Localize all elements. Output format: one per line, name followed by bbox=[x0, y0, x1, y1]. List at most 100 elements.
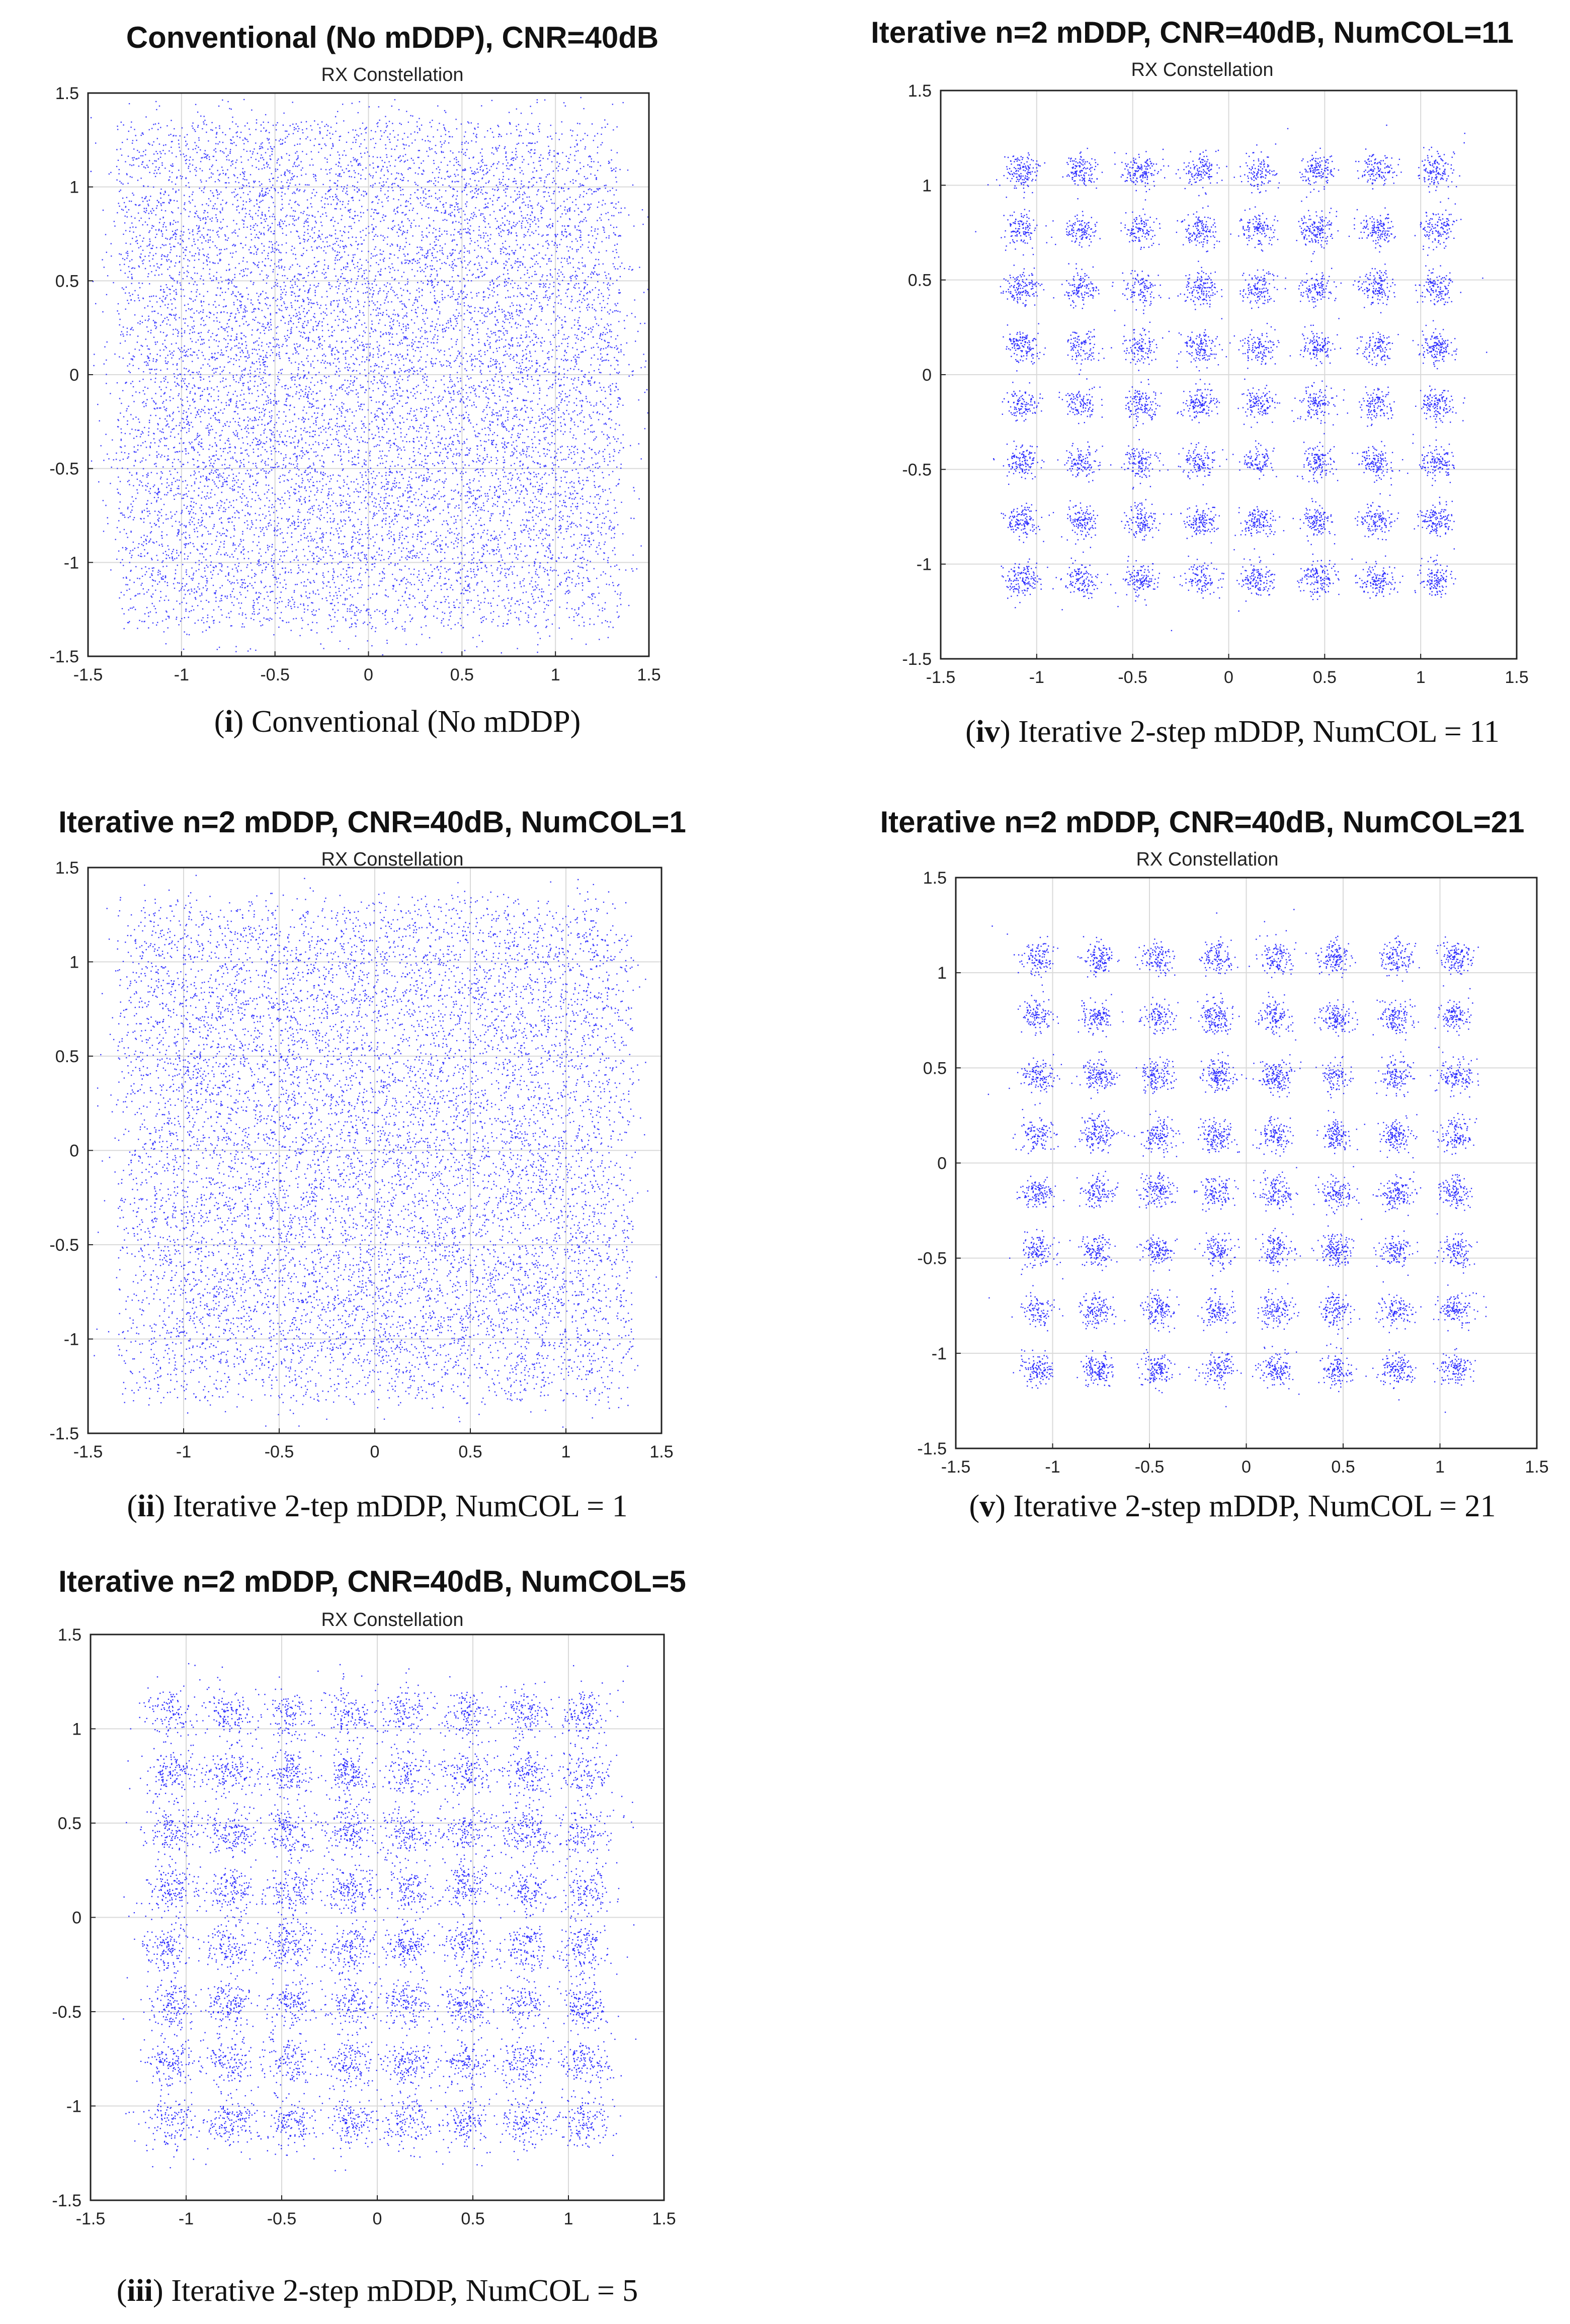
x-tick-label-iii-1: -1 bbox=[179, 2209, 194, 2228]
x-tick-label-ii-3: 0 bbox=[370, 1442, 380, 1461]
chart-subtitle-v: RX Constellation bbox=[1136, 849, 1279, 870]
chart-title-iv: Iterative n=2 mDDP, CNR=40dB, NumCOL=11 bbox=[871, 16, 1514, 49]
caption-i: (i) Conventional (No mDDP) bbox=[214, 705, 581, 739]
x-tick-label-v-2: -0.5 bbox=[1135, 1457, 1165, 1477]
x-tick-label-iv-4: 0.5 bbox=[1313, 668, 1337, 687]
y-tick-label-iii-1: 1 bbox=[72, 1720, 81, 1739]
y-tick-label-iii-5: -1 bbox=[66, 2097, 81, 2116]
chart-panel-v: Iterative n=2 mDDP, CNR=40dB, NumCOL=21 … bbox=[815, 785, 1569, 1549]
scatter-chart-i: -1.5 -1 -0.5 0 0.5 1 1.5 1.5 1 0.5 0 -0.5 -1 -1.5 bbox=[49, 84, 660, 684]
x-tick-label-i-3: 0 bbox=[364, 665, 373, 684]
scatter-points-iv bbox=[975, 124, 1488, 632]
y-tick-label-ii-6: -1.5 bbox=[49, 1424, 79, 1443]
x-tick-label-ii-4: 0.5 bbox=[458, 1442, 482, 1461]
y-tick-label-v-1: 1 bbox=[937, 964, 947, 983]
x-tick-label-ii-0: -1.5 bbox=[73, 1442, 103, 1461]
chart-panel-i: Conventional (No mDDP), CNR=40dB RX Cons… bbox=[0, 0, 755, 764]
y-tick-label-i-6: -1.5 bbox=[49, 647, 79, 666]
caption-ii: (ii) Iterative 2-tep mDDP, NumCOL = 1 bbox=[127, 1489, 628, 1523]
x-tick-label-iv-0: -1.5 bbox=[926, 668, 956, 687]
scatter-chart-ii: -1.5 -1 -0.5 0 0.5 1 1.5 1.5 1 0.5 0 -0.5 -1 -1.5 bbox=[49, 858, 673, 1461]
x-tick-label-iii-0: -1.5 bbox=[76, 2209, 106, 2228]
x-tick-label-ii-6: 1.5 bbox=[649, 1442, 673, 1461]
x-tick-label-v-4: 0.5 bbox=[1331, 1457, 1355, 1477]
x-tick-label-i-6: 1.5 bbox=[637, 665, 660, 684]
caption-text-v: Iterative 2-step mDDP, NumCOL = 21 bbox=[1013, 1489, 1496, 1523]
chart-title-iii: Iterative n=2 mDDP, CNR=40dB, NumCOL=5 bbox=[58, 1565, 686, 1598]
y-tick-label-iii-6: -1.5 bbox=[52, 2191, 81, 2210]
y-tick-label-i-3: 0 bbox=[69, 366, 79, 385]
caption-text-i: Conventional (No mDDP) bbox=[251, 705, 581, 739]
y-tick-label-v-5: -1 bbox=[932, 1344, 947, 1363]
y-tick-label-iii-2: 0.5 bbox=[58, 1814, 81, 1833]
chart-subtitle-iv: RX Constellation bbox=[1131, 59, 1274, 80]
caption-tag-i: i bbox=[224, 705, 233, 739]
y-tick-label-i-4: -0.5 bbox=[49, 460, 79, 479]
caption-tag-v: v bbox=[979, 1489, 996, 1523]
chart-title-v: Iterative n=2 mDDP, CNR=40dB, NumCOL=21 bbox=[880, 805, 1525, 839]
x-tick-label-v-0: -1.5 bbox=[941, 1457, 971, 1477]
x-tick-label-iii-3: 0 bbox=[373, 2209, 382, 2228]
y-tick-label-v-4: -0.5 bbox=[917, 1249, 947, 1268]
caption-text-ii: Iterative 2-tep mDDP, NumCOL = 1 bbox=[173, 1489, 628, 1523]
y-tick-label-ii-0: 1.5 bbox=[55, 858, 79, 878]
y-tick-label-iv-1: 1 bbox=[922, 176, 932, 195]
caption-v: (v) Iterative 2-step mDDP, NumCOL = 21 bbox=[969, 1489, 1496, 1523]
y-tick-label-iv-2: 0.5 bbox=[908, 271, 932, 290]
scatter-chart-iv: -1.5 -1 -0.5 0 0.5 1 1.5 1.5 1 0.5 0 -0.5 -1 -1.5 bbox=[902, 81, 1528, 687]
y-tick-label-iii-3: 0 bbox=[72, 1909, 81, 1928]
y-tick-label-iii-0: 1.5 bbox=[58, 1625, 81, 1645]
caption-tag-ii: ii bbox=[137, 1489, 155, 1523]
y-tick-label-ii-2: 0.5 bbox=[55, 1047, 79, 1066]
y-tick-label-i-1: 1 bbox=[69, 178, 79, 197]
scatter-points-ii bbox=[94, 875, 657, 1428]
scatter-chart-iii: -1.5 -1 -0.5 0 0.5 1 1.5 1.5 1 0.5 0 -0.5 -1 -1.5 bbox=[52, 1625, 676, 2228]
chart-subtitle-i: RX Constellation bbox=[321, 64, 464, 85]
x-tick-label-iv-2: -0.5 bbox=[1118, 668, 1147, 687]
y-tick-label-v-2: 0.5 bbox=[923, 1059, 947, 1078]
caption-text-iii: Iterative 2-step mDDP, NumCOL = 5 bbox=[171, 2274, 638, 2308]
y-tick-label-iv-6: -1.5 bbox=[902, 650, 932, 669]
x-tick-label-iii-4: 0.5 bbox=[461, 2209, 484, 2228]
x-tick-label-i-5: 1 bbox=[551, 665, 560, 684]
chart-title-i: Conventional (No mDDP), CNR=40dB bbox=[126, 21, 659, 54]
y-tick-label-i-2: 0.5 bbox=[55, 272, 79, 291]
caption-iv: (iv) Iterative 2-step mDDP, NumCOL = 11 bbox=[965, 715, 1500, 749]
x-tick-label-iv-1: -1 bbox=[1029, 668, 1044, 687]
y-tick-label-ii-4: -0.5 bbox=[49, 1236, 79, 1255]
y-tick-label-v-0: 1.5 bbox=[923, 869, 947, 888]
chart-title-ii: Iterative n=2 mDDP, CNR=40dB, NumCOL=1 bbox=[58, 805, 686, 839]
x-tick-label-i-0: -1.5 bbox=[73, 665, 103, 684]
y-tick-label-ii-1: 1 bbox=[69, 953, 79, 972]
x-tick-label-iii-6: 1.5 bbox=[652, 2209, 676, 2228]
y-tick-label-v-6: -1.5 bbox=[917, 1439, 947, 1458]
caption-text-iv: Iterative 2-step mDDP, NumCOL = 11 bbox=[1018, 715, 1500, 749]
scatter-points-v bbox=[987, 909, 1487, 1413]
y-tick-label-iv-3: 0 bbox=[922, 366, 932, 385]
x-tick-label-v-3: 0 bbox=[1242, 1457, 1251, 1477]
chart-panel-iii: Iterative n=2 mDDP, CNR=40dB, NumCOL=5 R… bbox=[0, 1554, 755, 2318]
y-tick-label-ii-5: -1 bbox=[64, 1330, 79, 1349]
scatter-points-iii bbox=[123, 1663, 637, 2172]
chart-panel-ii: Iterative n=2 mDDP, CNR=40dB, NumCOL=1 R… bbox=[0, 785, 755, 1549]
x-tick-label-i-4: 0.5 bbox=[450, 665, 474, 684]
x-tick-label-ii-5: 1 bbox=[561, 1442, 571, 1461]
x-tick-label-ii-2: -0.5 bbox=[265, 1442, 294, 1461]
x-tick-label-v-6: 1.5 bbox=[1525, 1457, 1548, 1477]
y-tick-label-i-5: -1 bbox=[64, 553, 79, 572]
x-tick-label-ii-1: -1 bbox=[176, 1442, 191, 1461]
y-tick-label-v-3: 0 bbox=[937, 1154, 947, 1173]
x-tick-label-iv-3: 0 bbox=[1224, 668, 1233, 687]
x-tick-label-iv-5: 1 bbox=[1416, 668, 1426, 687]
y-tick-label-iv-0: 1.5 bbox=[908, 81, 932, 101]
caption-iii: (iii) Iterative 2-step mDDP, NumCOL = 5 bbox=[116, 2274, 638, 2308]
y-tick-label-iii-4: -0.5 bbox=[52, 2003, 81, 2022]
x-tick-label-i-2: -0.5 bbox=[260, 665, 290, 684]
chart-subtitle-iii: RX Constellation bbox=[321, 1609, 464, 1630]
x-tick-label-v-1: -1 bbox=[1045, 1457, 1060, 1477]
y-tick-label-iv-5: -1 bbox=[917, 555, 932, 574]
chart-panel-iv: Iterative n=2 mDDP, CNR=40dB, NumCOL=11 … bbox=[815, 0, 1569, 764]
x-tick-label-iii-5: 1 bbox=[564, 2209, 573, 2228]
x-tick-label-v-5: 1 bbox=[1435, 1457, 1445, 1477]
caption-tag-iv: iv bbox=[975, 715, 1000, 749]
